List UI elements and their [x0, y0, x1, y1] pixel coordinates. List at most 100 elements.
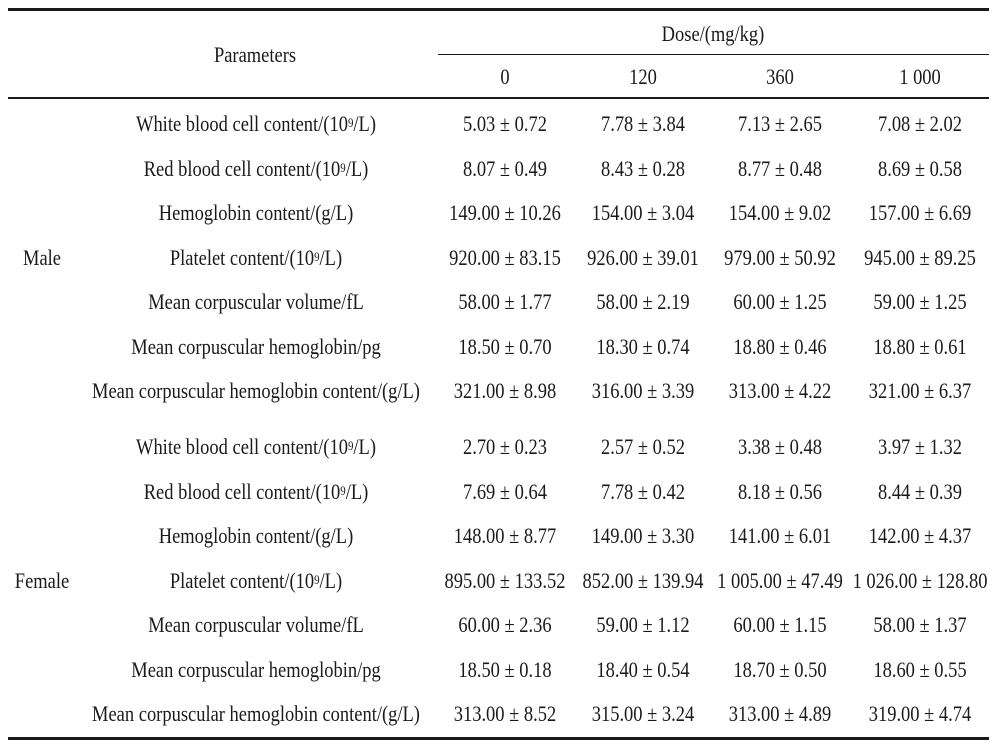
parameter-text: Mean corpuscular hemoglobin/pg — [131, 656, 381, 682]
parameter-text: Mean corpuscular hemoglobin content/(g/L… — [92, 701, 420, 726]
parameter-text: Red blood cell content/(10 — [143, 478, 341, 504]
value-cell: 7.69 ± 0.64 — [462, 478, 548, 504]
bottom-rule — [8, 737, 989, 740]
value-cell: 8.44 ± 0.39 — [877, 478, 963, 504]
header-rule — [8, 97, 989, 99]
dose-col-360: 360 — [766, 64, 794, 89]
value-cell: 7.13 ± 2.65 — [737, 111, 823, 136]
parameter-unit: /L) — [319, 244, 343, 270]
value-cell: 59.00 ± 1.25 — [873, 289, 967, 314]
value-cell: 3.38 ± 0.48 — [737, 434, 823, 459]
parameter-cell: Mean corpuscular hemoglobin/pg — [105, 648, 407, 692]
value-cell: 18.80 ± 0.46 — [733, 333, 827, 359]
parameter-cell: Mean corpuscular hemoglobin content/(g/L… — [92, 692, 420, 736]
value-cell: 321.00 ± 6.37 — [868, 378, 972, 403]
dose-col-0: 0 — [500, 64, 510, 89]
parameter-cell: Mean corpuscular volume/fL — [105, 280, 407, 324]
value-cell: 60.00 ± 1.25 — [733, 289, 827, 314]
parameter-cell: Platelet content/(10 9/L) — [169, 567, 343, 593]
top-rule — [8, 8, 989, 11]
parameter-text: Mean corpuscular hemoglobin content/(g/L… — [92, 378, 420, 403]
parameter-cell: White blood cell content/(10 9/L) — [135, 111, 376, 136]
value-cell: 8.77 ± 0.48 — [737, 155, 823, 181]
parameter-cell: Platelet content/(10 9/L) — [169, 244, 343, 270]
parameter-cell: Hemoglobin content/(g/L) — [105, 514, 407, 558]
dose-col-1000: 1 000 — [899, 64, 941, 89]
value-cell: 18.80 ± 0.61 — [873, 333, 967, 359]
parameter-text: Mean corpuscular volume/fL — [148, 612, 364, 637]
value-cell: 58.00 ± 1.37 — [873, 612, 967, 637]
value-cell: 148.00 ± 8.77 — [453, 523, 557, 548]
value-cell: 8.18 ± 0.56 — [737, 478, 823, 504]
value-cell: 18.50 ± 0.70 — [458, 333, 552, 359]
value-cell: 895.00 ± 133.52 — [444, 567, 566, 593]
value-cell: 313.00 ± 4.89 — [728, 701, 832, 726]
dose-header: Dose/(mg/kg) — [661, 21, 765, 46]
value-cell: 979.00 ± 50.92 — [724, 244, 836, 270]
value-cell: 60.00 ± 1.15 — [733, 612, 827, 637]
group-label: Female — [14, 567, 70, 593]
value-cell: 142.00 ± 4.37 — [868, 523, 972, 548]
value-cell: 149.00 ± 10.26 — [449, 200, 561, 225]
parameter-cell: White blood cell content/(10 9/L) — [135, 434, 376, 459]
value-cell: 5.03 ± 0.72 — [462, 111, 548, 136]
value-cell: 926.00 ± 39.01 — [587, 244, 699, 270]
value-cell: 313.00 ± 4.22 — [728, 378, 832, 403]
value-cell: 18.60 ± 0.55 — [873, 656, 967, 682]
parameter-unit: /L) — [345, 478, 369, 504]
value-cell: 1 026.00 ± 128.80 — [852, 567, 988, 593]
parameter-text: Mean corpuscular volume/fL — [148, 289, 364, 314]
parameter-text: Hemoglobin content/(g/L) — [158, 523, 354, 548]
value-cell: 18.50 ± 0.18 — [458, 656, 552, 682]
value-cell: 1 005.00 ± 47.49 — [717, 567, 843, 593]
value-cell: 18.40 ± 0.54 — [596, 656, 690, 682]
value-cell: 7.08 ± 2.02 — [877, 111, 963, 136]
value-cell: 58.00 ± 1.77 — [458, 289, 552, 314]
value-cell: 852.00 ± 139.94 — [582, 567, 704, 593]
value-cell: 7.78 ± 0.42 — [600, 478, 686, 504]
value-cell: 8.43 ± 0.28 — [600, 155, 686, 181]
parameter-text: Red blood cell content/(10 — [143, 155, 341, 181]
parameter-cell: Hemoglobin content/(g/L) — [105, 191, 407, 235]
parameter-text: Platelet content/(10 — [169, 244, 315, 270]
value-cell: 321.00 ± 8.98 — [453, 378, 557, 403]
parameter-text: White blood cell content/(10 — [135, 434, 348, 459]
value-cell: 315.00 ± 3.24 — [591, 701, 695, 726]
value-cell: 8.69 ± 0.58 — [877, 155, 963, 181]
parameter-text: Hemoglobin content/(g/L) — [158, 200, 354, 225]
value-cell: 319.00 ± 4.74 — [868, 701, 972, 726]
value-cell: 154.00 ± 9.02 — [728, 200, 832, 225]
value-cell: 58.00 ± 2.19 — [596, 289, 690, 314]
group-label: Male — [23, 244, 61, 270]
value-cell: 154.00 ± 3.04 — [591, 200, 695, 225]
dose-col-120: 120 — [629, 64, 657, 89]
parameter-unit: /L) — [345, 155, 369, 181]
dose-rule — [438, 54, 989, 55]
value-cell: 157.00 ± 6.69 — [868, 200, 972, 225]
value-cell: 18.70 ± 0.50 — [733, 656, 827, 682]
value-cell: 141.00 ± 6.01 — [728, 523, 832, 548]
value-cell: 60.00 ± 2.36 — [458, 612, 552, 637]
value-cell: 3.97 ± 1.32 — [877, 434, 963, 459]
value-cell: 945.00 ± 89.25 — [864, 244, 976, 270]
parameter-unit: /L) — [319, 567, 343, 593]
parameter-text: Platelet content/(10 — [169, 567, 315, 593]
parameter-cell: Red blood cell content/(10 9/L) — [143, 155, 369, 181]
parameter-cell: Mean corpuscular hemoglobin content/(g/L… — [92, 369, 420, 413]
parameter-cell: Mean corpuscular hemoglobin/pg — [105, 325, 407, 369]
value-cell: 920.00 ± 83.15 — [449, 244, 561, 270]
value-cell: 7.78 ± 3.84 — [600, 111, 686, 136]
parameter-cell: Red blood cell content/(10 9/L) — [143, 478, 369, 504]
value-cell: 313.00 ± 8.52 — [453, 701, 557, 726]
value-cell: 8.07 ± 0.49 — [462, 155, 548, 181]
value-cell: 59.00 ± 1.12 — [596, 612, 690, 637]
value-cell: 2.57 ± 0.52 — [600, 434, 686, 459]
parameter-unit: /L) — [353, 434, 376, 459]
value-cell: 316.00 ± 3.39 — [591, 378, 695, 403]
value-cell: 18.30 ± 0.74 — [596, 333, 690, 359]
parameters-header: Parameters — [213, 42, 297, 67]
parameter-text: White blood cell content/(10 — [135, 111, 348, 136]
parameter-cell: Mean corpuscular volume/fL — [105, 603, 407, 647]
value-cell: 149.00 ± 3.30 — [591, 523, 695, 548]
